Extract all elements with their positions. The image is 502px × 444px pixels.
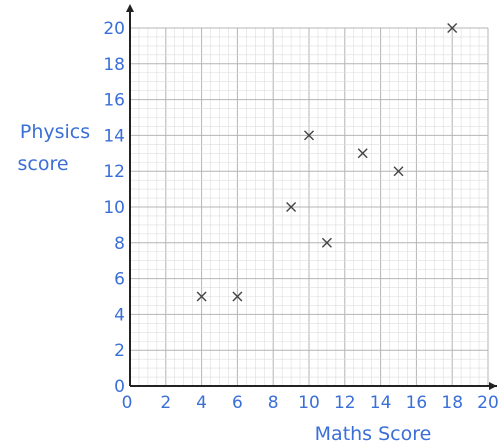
data-point: [321, 237, 332, 248]
x-tick-labels: 0 2 4 6 8 10 12 14 16 18 20: [122, 393, 499, 413]
x-tick-label: 16: [406, 393, 428, 413]
y-tick-label: 8: [114, 234, 125, 254]
y-axis-title-line2: score: [17, 153, 68, 175]
y-tick-label: 16: [103, 91, 125, 111]
data-point: [286, 202, 297, 212]
y-tick-labels: 0 2 4 6 8 10 12 14 16 18 20: [103, 19, 125, 397]
y-tick-label: 0: [114, 377, 125, 397]
x-tick-label: 12: [334, 393, 356, 413]
x-tick-label: 20: [477, 393, 499, 413]
x-tick-label: 0: [122, 393, 133, 413]
data-point: [232, 291, 243, 302]
data-point: [393, 166, 404, 177]
x-axis-title: Maths Score: [315, 423, 432, 444]
x-tick-label: 6: [232, 393, 243, 413]
data-point: [357, 148, 368, 159]
data-point: [447, 23, 458, 33]
data-point: [196, 291, 207, 302]
y-tick-label: 2: [114, 341, 125, 361]
axes: [126, 4, 497, 390]
x-tick-label: 8: [268, 393, 279, 413]
y-tick-label: 10: [103, 198, 125, 218]
y-tick-label: 18: [103, 55, 125, 75]
y-axis-arrow: [126, 4, 134, 12]
y-tick-label: 6: [114, 270, 125, 290]
data-point: [304, 130, 314, 141]
x-tick-label: 10: [298, 393, 320, 413]
y-axis-title-line1: Physics: [20, 121, 90, 143]
y-tick-label: 20: [103, 19, 125, 39]
y-tick-label: 12: [103, 162, 125, 182]
x-tick-label: 4: [196, 393, 207, 413]
y-tick-label: 14: [103, 126, 125, 146]
y-tick-label: 4: [114, 305, 125, 325]
grid: [129, 27, 489, 387]
x-axis-arrow: [489, 382, 497, 390]
data-points: [196, 23, 458, 302]
x-tick-label: 2: [160, 393, 171, 413]
x-tick-label: 14: [370, 393, 392, 413]
x-tick-label: 18: [441, 393, 463, 413]
